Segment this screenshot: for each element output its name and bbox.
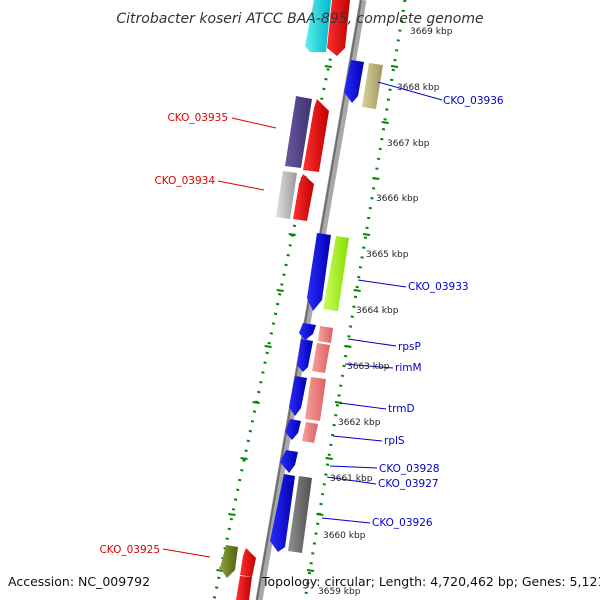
gene-label-cko-03936[interactable]: CKO_03936 [443, 95, 504, 107]
gene-red-bottom-1 [240, 548, 256, 577]
gene-lime [323, 236, 349, 311]
gene-rpsP-pink [318, 326, 333, 343]
gene-label-rpsP[interactable]: rpsP [398, 341, 421, 353]
tick-mark-left-0 [324, 65, 332, 68]
tick-mark-right-1 [381, 121, 389, 124]
dotted-outer-right-ring [303, 0, 407, 600]
tick-mark-right-5 [344, 345, 352, 348]
gene-label-cko-03927[interactable]: CKO_03927 [378, 478, 439, 490]
tick-mark-left-3 [288, 233, 296, 236]
tick-mark-right-2 [372, 177, 380, 180]
tick-mark-right-4 [353, 289, 361, 292]
tick-mark-left-6 [252, 401, 260, 404]
dotted-outer-left-ring [212, 0, 345, 600]
kbp-label-3661: 3661 kbp [330, 474, 373, 484]
tick-mark-right-3 [362, 233, 371, 236]
tick-mark-right-7 [325, 457, 333, 460]
gene-red-3 [293, 174, 314, 221]
gene-label-cko-03933[interactable]: CKO_03933 [408, 281, 469, 293]
gene-red-top [327, 0, 350, 56]
gene-label-rplS[interactable]: rplS [384, 435, 405, 447]
gene-label-cko-03925[interactable]: CKO_03925 [99, 544, 160, 556]
gene-red-2 [303, 99, 329, 172]
tick-mark-left-4 [276, 289, 284, 292]
gene-khaki [362, 63, 383, 109]
kbp-label-3666: 3666 kbp [376, 194, 419, 204]
kbp-label-3664: 3664 kbp [356, 306, 399, 316]
gene-rplS-blue [285, 419, 301, 440]
gene-cyan [305, 0, 331, 52]
tick-mark-right-9 [306, 569, 315, 572]
gene-cko-03933-blue [307, 233, 331, 311]
gene-cko-03936-blue [344, 60, 364, 103]
tick-mark-left-5 [264, 345, 272, 348]
gene-red-bottom-2 [236, 576, 252, 600]
gene-label-cko-03926[interactable]: CKO_03926 [372, 517, 433, 529]
gene-blue-small-1 [299, 323, 316, 340]
gene-cko-03934-lightgray [276, 171, 297, 219]
gene-cko-03928-blue [280, 450, 298, 473]
kbp-label-3663: 3663 kbp [347, 362, 390, 372]
kbp-label-3660: 3660 kbp [323, 531, 366, 541]
gene-cko-03926-blue [270, 474, 295, 552]
topology-text: Topology: circular; Length: 4,720,462 bp… [261, 574, 600, 589]
gene-rimM-pink [312, 343, 330, 373]
gene-label-rimM[interactable]: rimM [395, 362, 422, 374]
gene-label-trmD[interactable]: trmD [388, 403, 415, 415]
gene-label-cko-03935[interactable]: CKO_03935 [167, 112, 228, 124]
kbp-label-3668: 3668 kbp [397, 83, 440, 93]
gene-cko-03925-olive [220, 545, 238, 578]
tick-mark-left-8 [228, 513, 236, 516]
kbp-label-3669: 3669 kbp [410, 27, 453, 37]
page-title: Citrobacter koseri ATCC BAA-895, complet… [116, 11, 483, 27]
tick-mark-right-8 [316, 513, 324, 516]
gene-rimM-blue [297, 339, 313, 372]
tick-mark-left-7 [240, 457, 248, 460]
kbp-label-3659: 3659 kbp [318, 587, 361, 597]
accession-text: Accession: NC_009792 [8, 574, 150, 589]
gene-label-cko-03928[interactable]: CKO_03928 [379, 463, 440, 475]
gene-label-leaders [162, 81, 443, 558]
gene-cko-03935-purple [285, 96, 312, 168]
kbp-label-3665: 3665 kbp [366, 250, 409, 260]
kbp-label-3662: 3662 kbp [338, 418, 381, 428]
kbp-label-3667: 3667 kbp [387, 139, 430, 149]
gene-label-cko-03934[interactable]: CKO_03934 [154, 175, 215, 187]
gene-cko-03926-gray [288, 476, 312, 553]
gene-rplS-pink [302, 422, 318, 443]
tick-mark-right-0 [390, 65, 399, 68]
gene-trmD-blue [289, 376, 307, 416]
gene-trmD-pink [305, 377, 326, 421]
